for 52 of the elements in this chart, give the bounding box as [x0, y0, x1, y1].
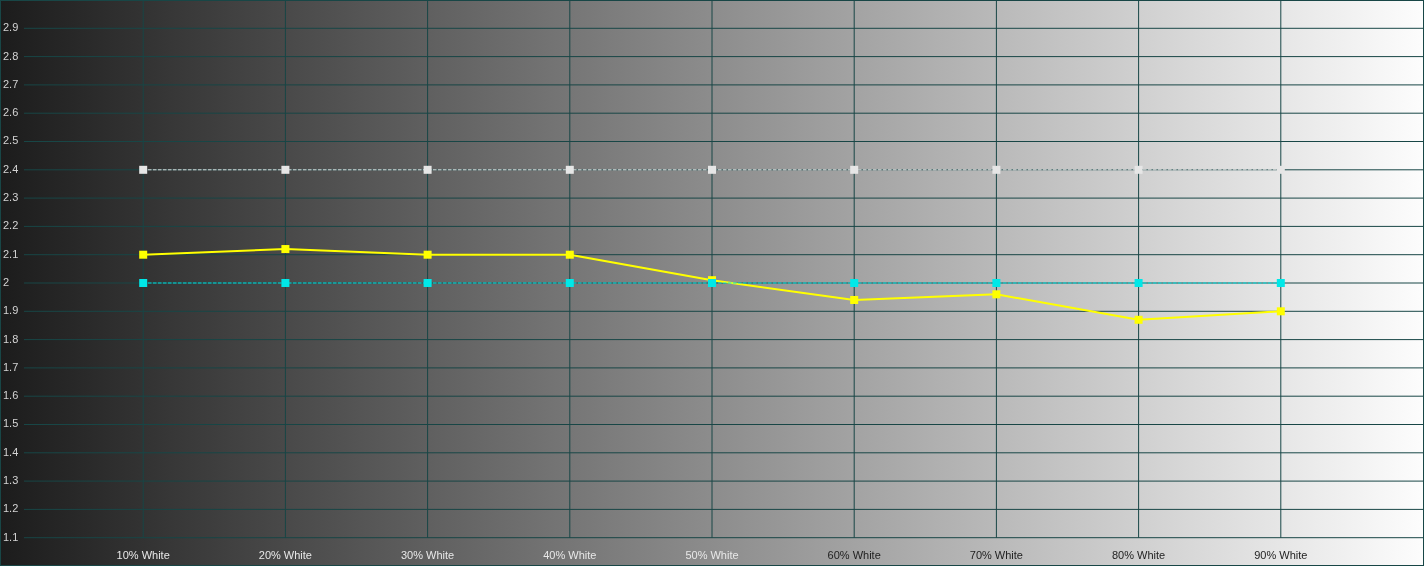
x-tick-label: 70% White	[969, 549, 1023, 561]
point	[1134, 315, 1143, 324]
y-tick-label: 1.1	[3, 530, 19, 543]
y-tick-label: 2.4	[3, 162, 19, 175]
x-tick-label: 60% White	[827, 549, 881, 561]
point	[565, 279, 574, 287]
y-tick-label: 2.7	[3, 77, 19, 90]
x-tick-label: 30% White	[401, 549, 455, 561]
y-tick-label: 1.3	[3, 474, 19, 487]
y-tick-label: 2.1	[3, 247, 19, 260]
y-tick-label: 2.3	[3, 191, 19, 204]
point	[1134, 279, 1143, 287]
y-tick-label: 2	[3, 275, 10, 288]
y-tick-label: 1.9	[3, 304, 19, 317]
point	[992, 165, 1001, 174]
point	[281, 279, 290, 287]
y-tick-label: 1.8	[3, 332, 19, 345]
y-tick-label: 2.5	[3, 134, 19, 147]
y-tick-label: 1.6	[3, 389, 19, 402]
x-tick-label: 20% White	[258, 549, 312, 561]
point	[850, 295, 859, 304]
point	[565, 165, 574, 174]
point	[1276, 307, 1285, 316]
x-tick-label: 50% White	[685, 549, 739, 561]
point	[139, 279, 148, 287]
y-tick-label: 2.6	[3, 106, 19, 119]
point	[992, 290, 1001, 299]
x-tick-label: 40% White	[543, 549, 597, 561]
x-tick-label: 80% White	[1112, 549, 1166, 561]
point	[850, 165, 859, 174]
point	[708, 165, 716, 174]
y-tick-label: 2.8	[3, 49, 19, 62]
point	[139, 165, 148, 174]
y-tick-label: 1.7	[3, 360, 19, 373]
y-tick-label: 1.4	[3, 445, 19, 458]
point	[281, 245, 290, 254]
point	[281, 165, 290, 174]
x-tick-label: 90% White	[1254, 549, 1308, 561]
point	[992, 279, 1001, 287]
point	[1276, 279, 1285, 287]
point	[423, 250, 432, 259]
y-tick-label: 2.9	[3, 21, 19, 34]
point	[423, 279, 432, 287]
point	[139, 250, 148, 259]
point	[850, 279, 859, 287]
point	[1134, 165, 1143, 174]
y-tick-label: 1.5	[3, 417, 19, 430]
point	[565, 250, 574, 259]
y-tick-label: 1.2	[3, 502, 19, 515]
x-tick-label: 10% White	[116, 549, 170, 561]
point	[423, 165, 432, 174]
y-tick-label: 2.2	[3, 219, 19, 232]
